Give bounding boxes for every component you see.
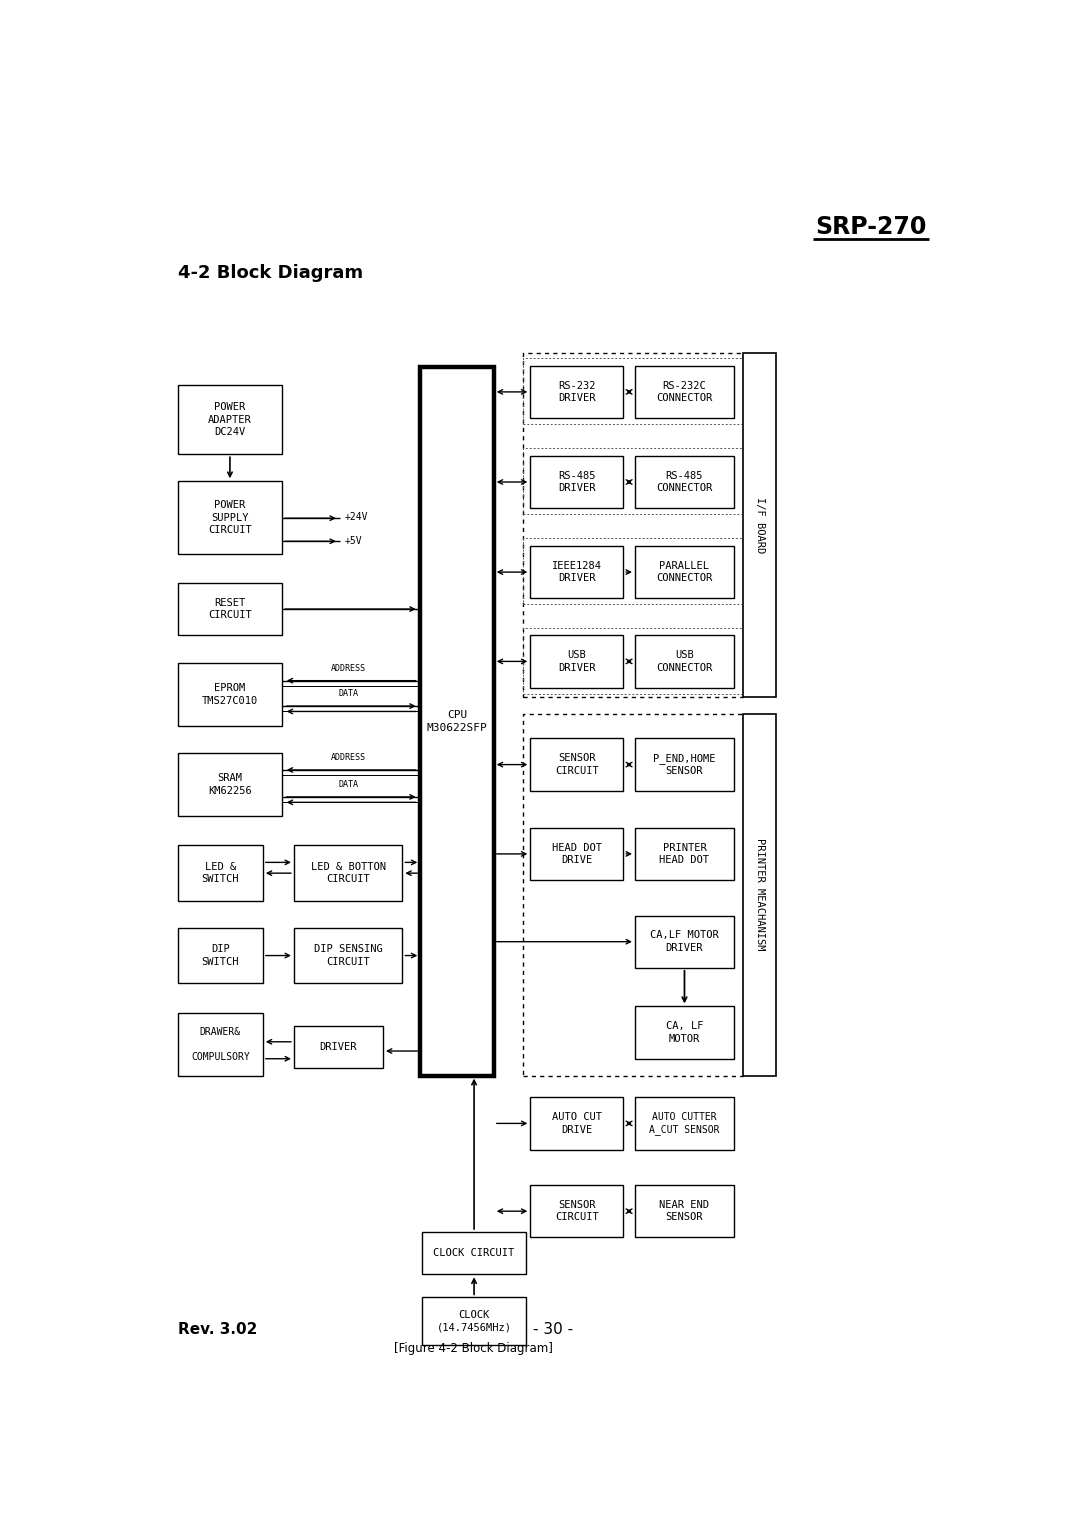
Bar	[177, 846, 262, 901]
Bar	[294, 846, 403, 901]
Text: POWER
ADAPTER
DC24V: POWER ADAPTER DC24V	[208, 402, 252, 437]
Bar	[523, 628, 743, 693]
Text: SENSOR
CIRCUIT: SENSOR CIRCUIT	[555, 1200, 598, 1223]
Bar	[523, 713, 743, 1075]
Text: NEAR END
SENSOR: NEAR END SENSOR	[660, 1200, 710, 1223]
Bar	[635, 739, 734, 791]
Text: - 30 -: - 30 -	[534, 1322, 573, 1338]
Bar	[294, 1026, 383, 1067]
Bar	[177, 753, 282, 815]
Text: DIP
SWITCH: DIP SWITCH	[202, 944, 239, 967]
Text: +5V: +5V	[345, 536, 362, 545]
Text: RESET
CIRCUIT: RESET CIRCUIT	[208, 599, 252, 620]
Text: RS-485
CONNECTOR: RS-485 CONNECTOR	[657, 470, 713, 493]
Text: POWER
SUPPLY
CIRCUIT: POWER SUPPLY CIRCUIT	[208, 501, 252, 534]
Bar	[530, 547, 623, 599]
Bar	[177, 385, 282, 454]
Bar	[177, 663, 282, 727]
Bar	[635, 366, 734, 418]
Text: ADDRESS: ADDRESS	[330, 753, 366, 762]
Text: SENSOR
CIRCUIT: SENSOR CIRCUIT	[555, 753, 598, 776]
Text: PARALLEL
CONNECTOR: PARALLEL CONNECTOR	[657, 560, 713, 583]
Text: CPU
M30622SFP: CPU M30622SFP	[427, 710, 487, 733]
Bar	[530, 635, 623, 687]
Bar	[523, 447, 743, 515]
Bar	[635, 1098, 734, 1150]
Bar	[422, 1232, 526, 1275]
Text: LED & BOTTON
CIRCUIT: LED & BOTTON CIRCUIT	[311, 861, 386, 884]
Text: CA,LF MOTOR
DRIVER: CA,LF MOTOR DRIVER	[650, 930, 719, 953]
Text: PRINTER MEACHANISM: PRINTER MEACHANISM	[755, 838, 765, 951]
Bar	[177, 1012, 262, 1075]
Bar	[523, 353, 743, 696]
Text: DATA: DATA	[338, 689, 359, 698]
Text: P_END,HOME
SENSOR: P_END,HOME SENSOR	[653, 753, 716, 776]
Bar	[177, 481, 282, 554]
Text: 4-2 Block Diagram: 4-2 Block Diagram	[177, 264, 363, 282]
Bar	[530, 1098, 623, 1150]
Bar	[530, 828, 623, 880]
Bar	[523, 538, 743, 605]
Text: USB
DRIVER: USB DRIVER	[558, 651, 595, 672]
Bar	[530, 739, 623, 791]
Text: EPROM
TMS27C010: EPROM TMS27C010	[202, 683, 258, 705]
Text: I/F BOARD: I/F BOARD	[755, 496, 765, 553]
Bar	[635, 916, 734, 968]
Text: DRIVER: DRIVER	[320, 1041, 357, 1052]
Text: DATA: DATA	[338, 780, 359, 789]
Text: USB
CONNECTOR: USB CONNECTOR	[657, 651, 713, 672]
Text: DIP SENSING
CIRCUIT: DIP SENSING CIRCUIT	[314, 944, 382, 967]
Bar	[635, 1185, 734, 1237]
Text: PRINTER
HEAD DOT: PRINTER HEAD DOT	[660, 843, 710, 866]
Text: RS-232C
CONNECTOR: RS-232C CONNECTOR	[657, 380, 713, 403]
Text: CA, LF
MOTOR: CA, LF MOTOR	[665, 1022, 703, 1044]
Text: SRP-270: SRP-270	[815, 215, 927, 240]
Bar	[422, 1298, 526, 1345]
Text: RS-232
DRIVER: RS-232 DRIVER	[558, 380, 595, 403]
Text: [Figure 4-2 Block Diagram]: [Figure 4-2 Block Diagram]	[394, 1342, 553, 1354]
Text: IEEE1284
DRIVER: IEEE1284 DRIVER	[552, 560, 602, 583]
Text: +24V: +24V	[345, 513, 368, 522]
Text: RS-485
DRIVER: RS-485 DRIVER	[558, 470, 595, 493]
Bar	[635, 635, 734, 687]
Text: DRAWER&

COMPULSORY: DRAWER& COMPULSORY	[191, 1026, 249, 1061]
Text: AUTO CUTTER
A_CUT SENSOR: AUTO CUTTER A_CUT SENSOR	[649, 1112, 719, 1135]
Bar	[743, 353, 775, 696]
Bar	[530, 1185, 623, 1237]
Text: HEAD DOT
DRIVE: HEAD DOT DRIVE	[552, 843, 602, 866]
Bar	[635, 547, 734, 599]
Bar	[635, 828, 734, 880]
Bar	[294, 928, 403, 983]
Bar	[530, 366, 623, 418]
Bar	[530, 457, 623, 508]
Text: SRAM
KM62256: SRAM KM62256	[208, 773, 252, 796]
Text: LED &
SWITCH: LED & SWITCH	[202, 861, 239, 884]
Bar	[177, 928, 262, 983]
Text: ADDRESS: ADDRESS	[330, 664, 366, 673]
Text: CLOCK CIRCUIT: CLOCK CIRCUIT	[433, 1248, 515, 1258]
Text: Rev. 3.02: Rev. 3.02	[177, 1322, 257, 1338]
Bar	[523, 357, 743, 425]
Text: AUTO CUT
DRIVE: AUTO CUT DRIVE	[552, 1112, 602, 1135]
Bar	[420, 368, 494, 1075]
Bar	[635, 1006, 734, 1058]
Bar	[635, 457, 734, 508]
Text: CLOCK
(14.7456MHz): CLOCK (14.7456MHz)	[436, 1310, 512, 1333]
Bar	[177, 583, 282, 635]
Bar	[743, 713, 775, 1075]
